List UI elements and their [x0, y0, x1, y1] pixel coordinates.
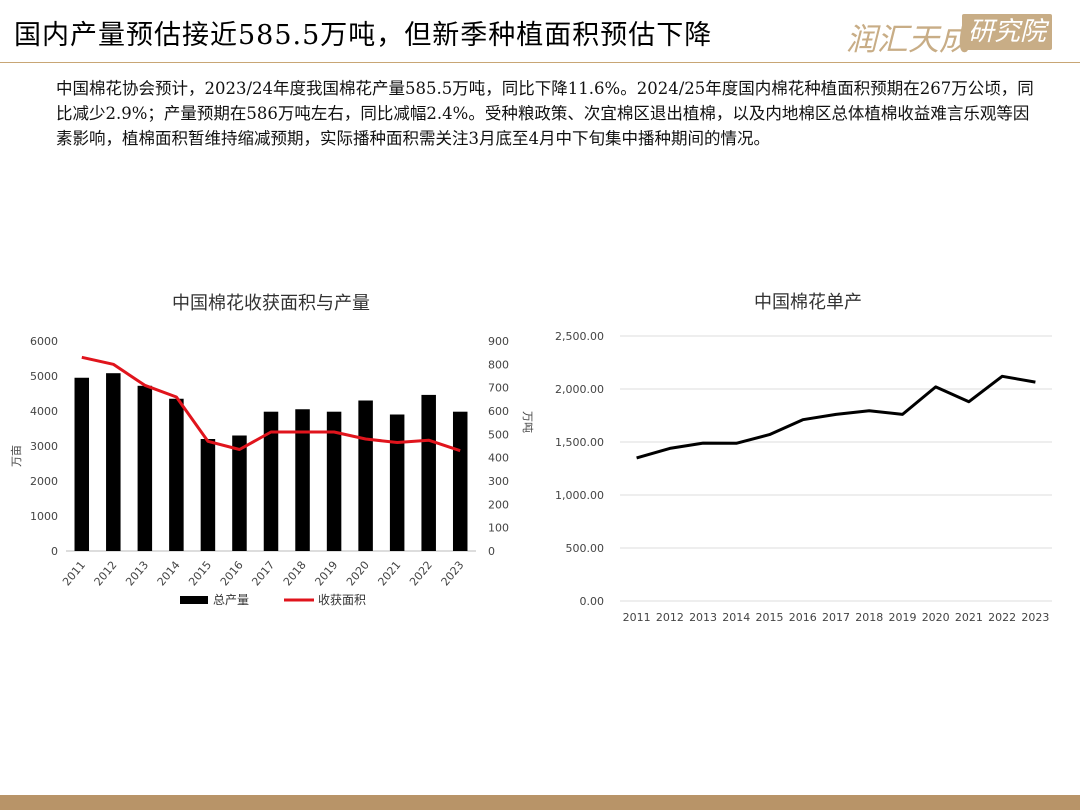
bar-production — [263, 411, 279, 551]
x-tick-label: 2022 — [988, 611, 1016, 624]
y-tick-label: 0 — [51, 545, 58, 558]
yield-chart: 中国棉花单产 0.00 500.00 1,000.00 1,500.00 2,000.00… — [555, 292, 1052, 624]
x-tick-label: 2016 — [218, 559, 246, 589]
bar-production — [232, 435, 247, 551]
y2-tick-label: 800 — [488, 358, 509, 371]
legend-label-area: 收获面积 — [318, 593, 366, 607]
x-tick-label: 2012 — [92, 559, 120, 589]
y-axis-label: 万亩 — [9, 445, 23, 467]
x-tick-label: 2020 — [344, 559, 372, 589]
x-tick-label: 2020 — [922, 611, 950, 624]
y2-axis-label: 万吨 — [521, 411, 534, 433]
summary-paragraph: 中国棉花协会预计，2023/24年度我国棉花产量585.5万吨，同比下降11.6… — [56, 79, 1034, 148]
y-tick-label: 2,500.00 — [555, 330, 604, 343]
bar-production — [389, 414, 405, 551]
x-tick-label: 2013 — [123, 559, 151, 589]
bar-production — [200, 439, 216, 551]
x-tick-label: 2011 — [60, 559, 88, 589]
x-tick-label: 2011 — [623, 611, 651, 624]
y2-tick-label: 500 — [488, 428, 509, 441]
x-tick-label: 2022 — [407, 559, 435, 589]
title-divider — [0, 62, 1080, 63]
y-tick-label: 1,500.00 — [555, 436, 604, 449]
y-tick-label: 1000 — [30, 510, 58, 523]
y-tick-label: 4000 — [30, 405, 58, 418]
bar-production — [295, 409, 310, 551]
y-tick-label: 5000 — [30, 370, 58, 383]
page-title: 国内产量预估接近585.5万吨，但新季种植面积预估下降 — [14, 20, 713, 51]
x-tick-label: 2021 — [955, 611, 983, 624]
y-tick-label: 0.00 — [580, 595, 605, 608]
x-tick-label: 2014 — [722, 611, 750, 624]
line-harvest-area — [81, 355, 461, 453]
y-tick-label: 3000 — [30, 440, 58, 453]
bar-production — [106, 373, 121, 551]
bar-production — [169, 398, 184, 551]
y2-tick-label: 300 — [488, 475, 509, 488]
x-tick-label: 2021 — [375, 559, 403, 589]
bar-production — [421, 394, 436, 551]
y2-tick-label: 0 — [488, 545, 495, 558]
x-tick-label: 2023 — [439, 559, 467, 589]
legend-swatch-production — [180, 596, 208, 604]
y2-tick-label: 900 — [488, 335, 509, 348]
bar-production — [358, 400, 373, 551]
x-tick-label: 2019 — [888, 611, 916, 624]
area-production-chart: 中国棉花收获面积与产量 0 1000 2000 3000 4000 5000 6000 0 100… — [9, 293, 534, 607]
x-tick-label: 2015 — [186, 559, 214, 589]
x-tick-label: 2012 — [656, 611, 684, 624]
y-tick-label: 2,000.00 — [555, 383, 604, 396]
y-tick-label: 1,000.00 — [555, 489, 604, 502]
y2-tick-label: 600 — [488, 405, 509, 418]
logo-badge-text: 研究院 — [967, 17, 1046, 47]
y-tick-label: 500.00 — [566, 542, 605, 555]
logo-badge: 研究院 — [962, 14, 1052, 50]
bar-production — [74, 377, 90, 551]
line-yield — [636, 374, 1036, 460]
bar-production — [326, 411, 342, 551]
y2-tick-label: 400 — [488, 452, 509, 465]
y2-tick-label: 700 — [488, 382, 509, 395]
logo-main-text: 润汇天成 — [846, 22, 970, 58]
y2-tick-label: 100 — [488, 522, 509, 535]
chart-title: 中国棉花收获面积与产量 — [172, 293, 370, 314]
x-tick-label: 2019 — [312, 559, 340, 589]
x-tick-label: 2014 — [155, 559, 183, 589]
y-tick-label: 2000 — [30, 475, 58, 488]
x-tick-label: 2017 — [822, 611, 850, 624]
bar-production — [137, 385, 153, 551]
x-tick-label: 2016 — [789, 611, 817, 624]
chart-title: 中国棉花单产 — [754, 292, 862, 313]
x-tick-label: 2023 — [1021, 611, 1049, 624]
brand-logo: 润汇天成 研究院 — [846, 10, 1056, 58]
x-tick-label: 2018 — [281, 559, 309, 589]
x-tick-label: 2018 — [855, 611, 883, 624]
y2-tick-label: 200 — [488, 498, 509, 511]
x-tick-label: 2015 — [756, 611, 784, 624]
footer-bar — [0, 795, 1080, 810]
legend-label-production: 总产量 — [213, 593, 249, 607]
bar-production — [452, 411, 468, 551]
x-tick-label: 2017 — [249, 559, 277, 589]
y-tick-label: 6000 — [30, 335, 58, 348]
x-tick-label: 2013 — [689, 611, 717, 624]
